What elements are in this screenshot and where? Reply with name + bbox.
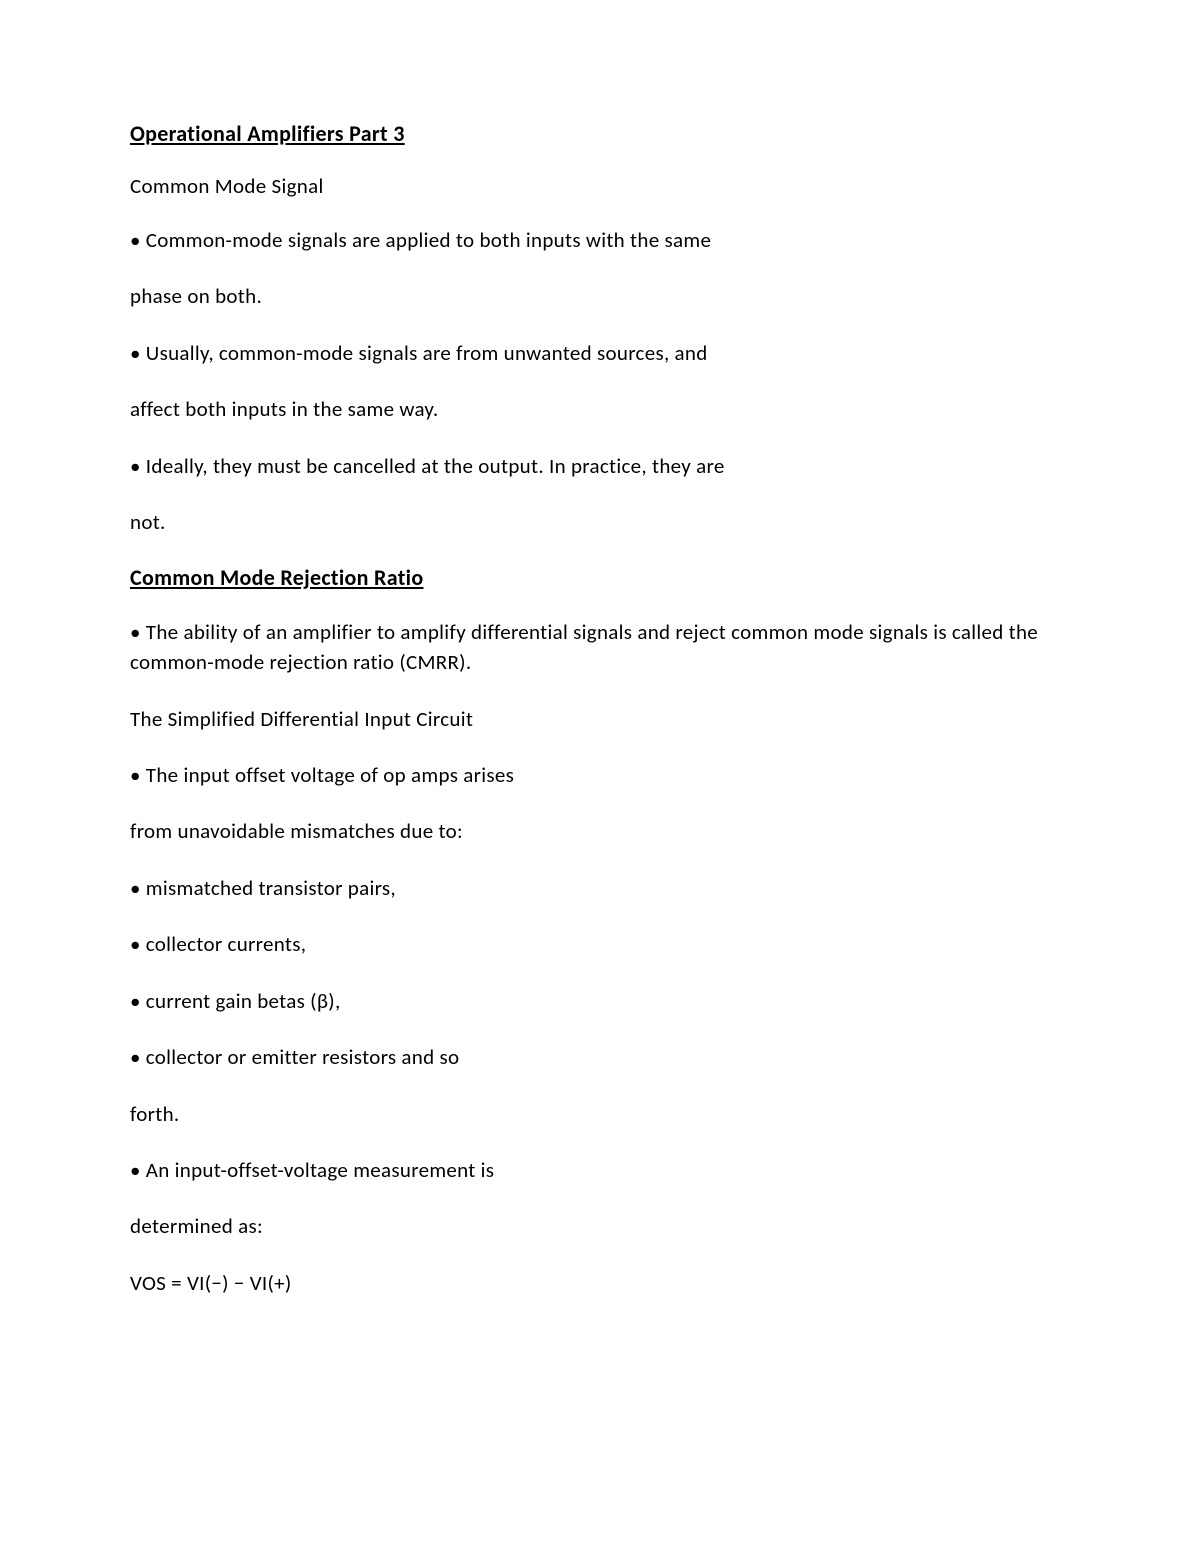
paragraph: • Usually, common-mode signals are from … [130, 338, 1070, 368]
paragraph: affect both inputs in the same way. [130, 394, 1070, 424]
paragraph: • Common-mode signals are applied to bot… [130, 225, 1070, 255]
paragraph: determined as: [130, 1211, 1070, 1241]
section-heading-cmrr: Common Mode Rejection Ratio [130, 564, 1070, 591]
section-heading-common-mode-signal: Common Mode Signal [130, 173, 1070, 199]
paragraph: • An input-offset-voltage measurement is [130, 1155, 1070, 1185]
paragraph: phase on both. [130, 281, 1070, 311]
paragraph: • mismatched transistor pairs, [130, 873, 1070, 903]
paragraph: VOS = VI(−) − VI(+) [130, 1268, 1070, 1298]
paragraph: • The input offset voltage of op amps ar… [130, 760, 1070, 790]
paragraph: The Simplified Differential Input Circui… [130, 704, 1070, 734]
paragraph: • collector or emitter resistors and so [130, 1042, 1070, 1072]
paragraph: forth. [130, 1099, 1070, 1129]
paragraph: from unavoidable mismatches due to: [130, 816, 1070, 846]
paragraph: not. [130, 507, 1070, 537]
paragraph: • The ability of an amplifier to amplify… [130, 617, 1070, 678]
document-page: Operational Amplifiers Part 3 Common Mod… [0, 0, 1200, 1524]
page-title: Operational Amplifiers Part 3 [130, 120, 1070, 147]
paragraph: • current gain betas (β), [130, 986, 1070, 1016]
paragraph: • collector currents, [130, 929, 1070, 959]
paragraph: • Ideally, they must be cancelled at the… [130, 451, 1070, 481]
